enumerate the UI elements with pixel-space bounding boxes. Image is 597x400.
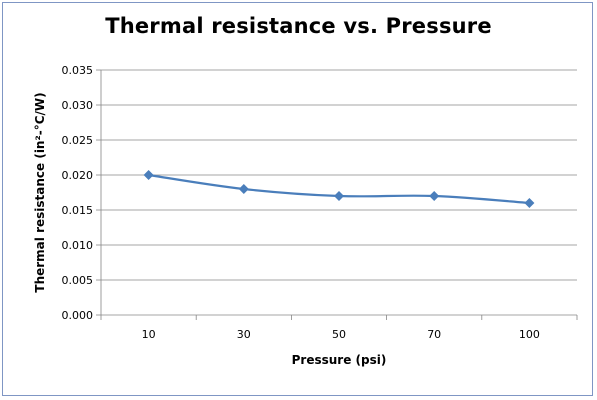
- y-tick-label: 0.020: [62, 169, 94, 182]
- data-point-marker: [334, 191, 344, 201]
- x-tick-label: 30: [237, 328, 251, 341]
- y-tick-label: 0.025: [62, 134, 94, 147]
- chart-title: Thermal resistance vs. Pressure: [105, 14, 492, 38]
- x-tick-label: 70: [427, 328, 441, 341]
- x-tick-label: 100: [519, 328, 540, 341]
- axes: [96, 69, 578, 320]
- x-tick-label: 10: [142, 328, 156, 341]
- data-point-marker: [143, 170, 154, 180]
- x-axis-label: Pressure (psi): [292, 353, 387, 367]
- gridlines: [101, 69, 577, 281]
- data-point-marker: [238, 184, 249, 194]
- y-tick-labels: 0.000 0.005 0.010 0.015 0.020 0.025 0.030 0.035: [62, 64, 94, 322]
- x-tick-label: 50: [332, 328, 346, 341]
- data-point-marker: [429, 191, 440, 201]
- y-tick-label: 0.000: [62, 309, 94, 322]
- data-point-marker: [524, 198, 535, 208]
- x-tick-labels: 10 30 50 70 100: [142, 328, 540, 341]
- y-tick-label: 0.005: [62, 274, 94, 287]
- y-tick-label: 0.035: [62, 64, 94, 77]
- y-tick-label: 0.015: [62, 204, 94, 217]
- y-tick-label: 0.010: [62, 239, 94, 252]
- y-axis-label: Thermal resistance (in²-°C/W): [33, 92, 47, 292]
- y-tick-label: 0.030: [62, 99, 94, 112]
- series-markers: [143, 170, 535, 208]
